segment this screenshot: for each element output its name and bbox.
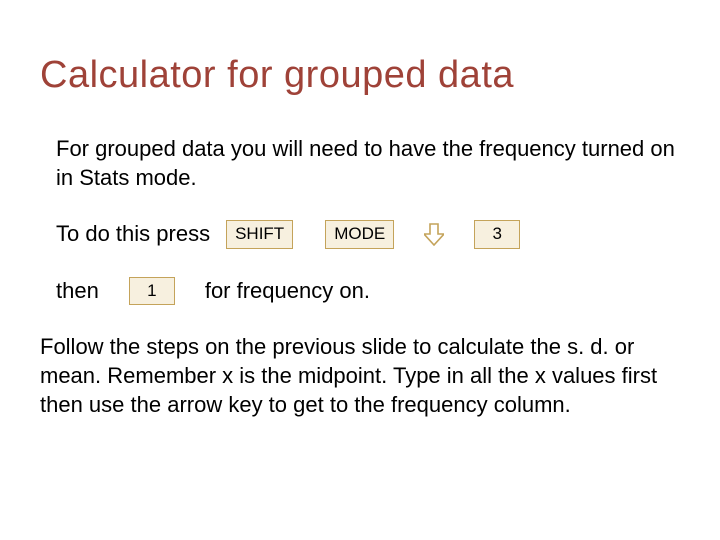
slide-title: Calculator for grouped data [40,54,680,97]
slide-body: For grouped data you will need to have t… [40,135,680,419]
press-sequence-row: To do this press SHIFT MODE 3 [56,220,680,249]
down-arrow-icon [424,222,444,246]
intro-text: For grouped data you will need to have t… [56,135,680,192]
key-mode: MODE [325,220,394,248]
frequency-on-text: for frequency on. [205,277,370,306]
key-3: 3 [474,220,520,248]
follow-text: Follow the steps on the previous slide t… [40,333,680,419]
press-lead-text: To do this press [56,220,210,249]
then-text: then [56,277,99,306]
key-shift: SHIFT [226,220,293,248]
then-row: then 1 for frequency on. [56,277,680,306]
key-1: 1 [129,277,175,305]
